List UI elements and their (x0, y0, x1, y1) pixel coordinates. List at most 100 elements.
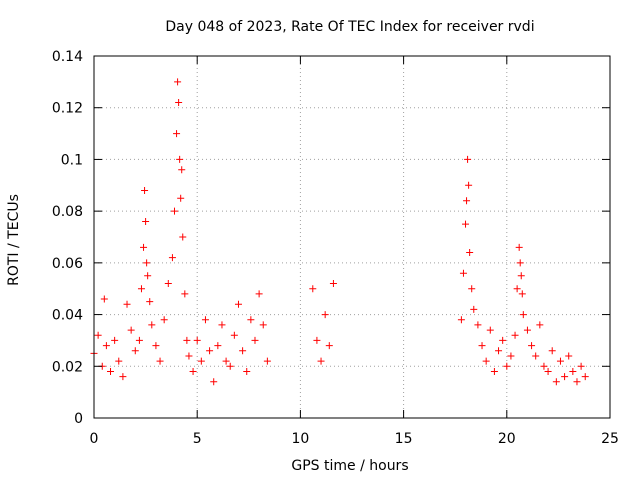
data-point (239, 347, 247, 355)
data-point (247, 316, 255, 324)
data-point (243, 367, 251, 375)
data-point (528, 342, 536, 350)
data-point (111, 336, 119, 344)
data-point (178, 166, 186, 174)
data-point (511, 331, 519, 339)
data-point (536, 321, 544, 329)
data-point (146, 298, 154, 306)
data-point (189, 367, 197, 375)
data-point (141, 186, 149, 194)
data-point (544, 367, 552, 375)
data-point (201, 316, 209, 324)
data-point (160, 316, 168, 324)
data-point (513, 285, 521, 293)
x-tick-label: 5 (193, 431, 202, 447)
y-tick-label: 0.02 (52, 359, 83, 375)
x-tick-labels: 0 5 10 15 20 25 (90, 431, 619, 447)
data-point (100, 295, 108, 303)
data-point (465, 181, 473, 189)
x-tick-label: 25 (601, 431, 619, 447)
y-tick-label: 0.08 (52, 204, 83, 220)
data-point (222, 357, 230, 365)
data-point (482, 357, 490, 365)
data-point (140, 243, 148, 251)
data-point (466, 249, 474, 257)
data-point (478, 342, 486, 350)
y-tick-labels: 0 0.02 0.04 0.06 0.08 0.1 0.12 0.14 (52, 49, 83, 427)
data-point (230, 331, 238, 339)
data-point (164, 280, 172, 288)
data-point (565, 352, 573, 360)
data-point (556, 357, 564, 365)
data-point (214, 342, 222, 350)
data-point (499, 336, 507, 344)
data-point (517, 272, 525, 280)
data-point (516, 259, 524, 267)
data-point (183, 336, 191, 344)
data-point (329, 280, 337, 288)
data-point (226, 362, 234, 370)
data-point (548, 347, 556, 355)
data-point (519, 311, 527, 319)
data-point (142, 217, 150, 225)
data-point (102, 342, 110, 350)
data-point (137, 285, 145, 293)
y-tick-label: 0.1 (61, 152, 83, 168)
data-point (468, 285, 476, 293)
data-point (234, 300, 242, 308)
x-axis-label: GPS time / hours (291, 458, 408, 474)
data-point (175, 99, 183, 107)
data-point (210, 378, 218, 386)
data-point (251, 336, 259, 344)
data-point (119, 373, 127, 381)
y-axis-label: ROTI / TECUs (6, 194, 22, 286)
data-point (507, 352, 515, 360)
data-point (518, 290, 526, 298)
data-point (148, 321, 156, 329)
data-point (255, 290, 263, 298)
data-point (174, 78, 182, 86)
data-point (470, 305, 478, 313)
y-tick-label: 0.06 (52, 256, 83, 272)
plot-frame (93, 55, 611, 419)
data-points (90, 78, 589, 386)
grid (94, 56, 610, 418)
data-point (495, 347, 503, 355)
data-point (459, 269, 467, 277)
data-point (152, 342, 160, 350)
data-point (131, 347, 139, 355)
y-tick-label: 0.14 (52, 49, 83, 65)
data-point (193, 336, 201, 344)
data-point (94, 331, 102, 339)
data-point (317, 357, 325, 365)
data-point (144, 272, 152, 280)
axis-ticks (93, 55, 611, 419)
data-point (177, 194, 185, 202)
data-point (573, 378, 581, 386)
data-point (263, 357, 271, 365)
data-point (170, 207, 178, 215)
data-point (127, 326, 135, 334)
data-point (115, 357, 123, 365)
x-tick-label: 0 (90, 431, 99, 447)
data-point (173, 130, 181, 138)
data-point (515, 243, 523, 251)
data-point (561, 373, 569, 381)
data-point (321, 311, 329, 319)
data-point (523, 326, 531, 334)
data-point (135, 336, 143, 344)
y-tick-label: 0.12 (52, 101, 83, 117)
data-point (185, 352, 193, 360)
data-point (503, 362, 511, 370)
data-point (179, 233, 187, 241)
data-point (206, 347, 214, 355)
data-point (463, 197, 471, 205)
y-tick-label: 0.04 (52, 308, 83, 324)
data-point (107, 367, 115, 375)
chart-title: Day 048 of 2023, Rate Of TEC Index for r… (165, 19, 534, 35)
data-point (464, 155, 472, 163)
y-tick-label: 0 (74, 411, 83, 427)
data-point (486, 326, 494, 334)
data-point (143, 259, 151, 267)
